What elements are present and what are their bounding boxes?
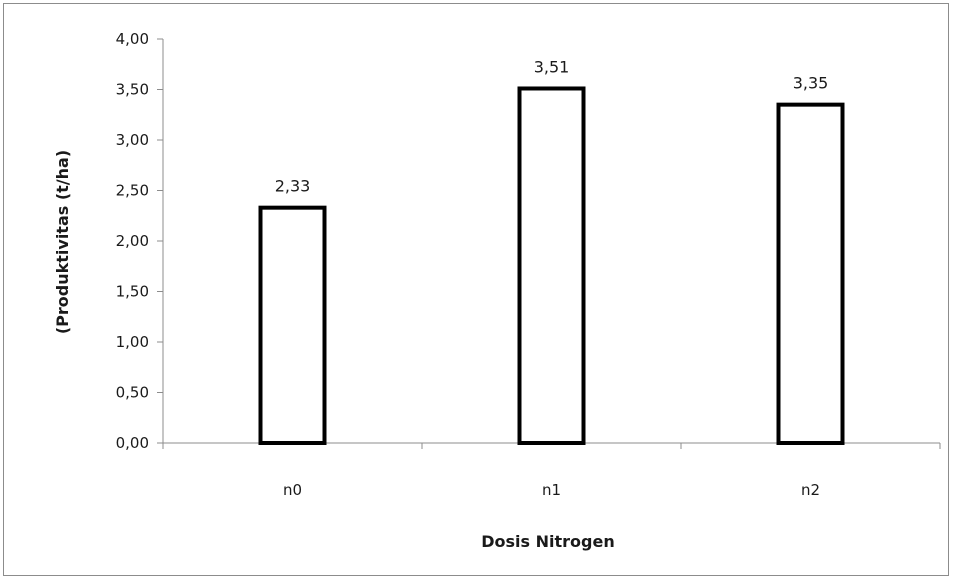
data-label-n2: 3,35 [793, 74, 829, 93]
y-axis-title: (Produktivitas (t/ha) [53, 150, 72, 334]
bar-n1 [517, 86, 586, 446]
bars: 2,33 3,51 3,35 [258, 57, 845, 446]
x-tick-label-n0: n0 [283, 481, 302, 499]
data-label-n0: 2,33 [275, 177, 311, 196]
bar-n2 [776, 102, 845, 446]
y-tick-label: 3,50 [116, 81, 149, 99]
y-axis-ticks: 0,00 0,50 1,00 1,50 2,00 2,50 3,00 3,50 4,00 [116, 30, 163, 452]
y-tick-label: 1,00 [116, 333, 149, 351]
x-tick-label-n1: n1 [542, 481, 561, 499]
y-tick-label: 1,50 [116, 283, 149, 301]
x-axis-ticks: n0 n1 n2 [162, 443, 941, 499]
y-tick-label: 4,00 [116, 30, 149, 48]
y-tick-label: 2,50 [116, 182, 149, 200]
bar-n0 [258, 205, 327, 445]
x-axis-title: Dosis Nitrogen [481, 532, 614, 551]
y-tick-label: 2,00 [116, 232, 149, 250]
data-label-n1: 3,51 [534, 57, 570, 76]
y-tick-label: 3,00 [116, 131, 149, 149]
y-tick-label: 0,00 [116, 434, 149, 452]
y-tick-label: 0,50 [116, 384, 149, 402]
x-tick-label-n2: n2 [801, 481, 820, 499]
